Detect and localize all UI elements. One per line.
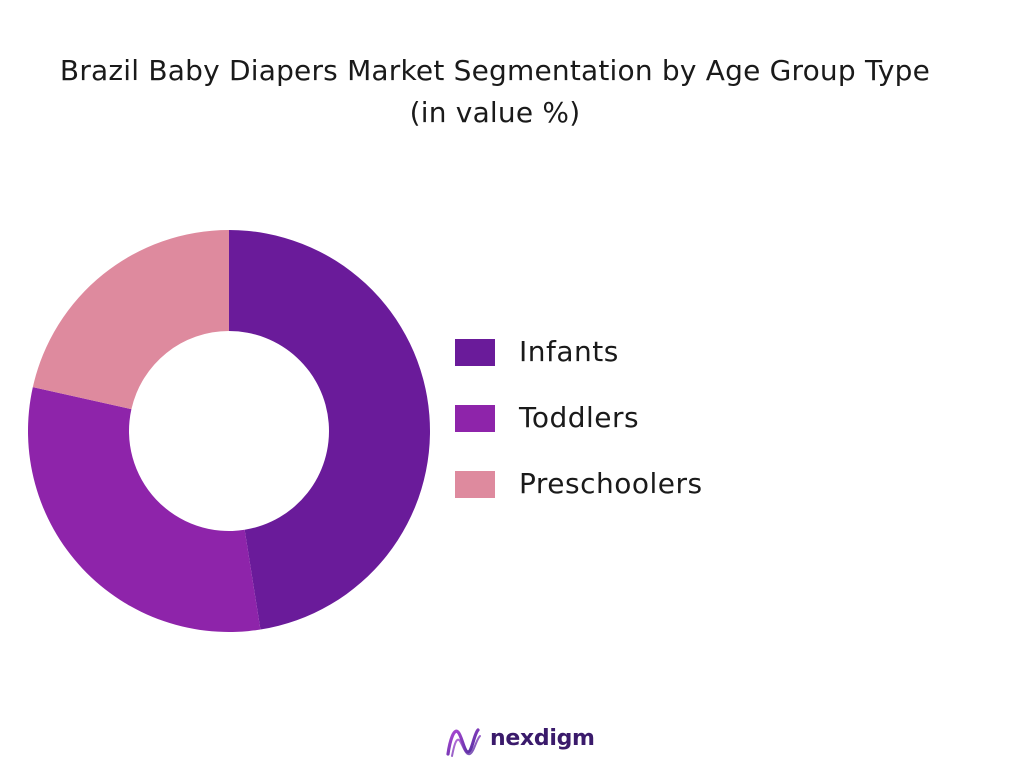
donut-slice-toddlers [27,387,261,632]
legend-swatch-infants [455,339,495,366]
legend-swatch-preschoolers [455,471,495,498]
donut-slice-infants [229,230,430,630]
legend-label-preschoolers: Preschoolers [519,467,703,500]
donut-slice-preschoolers [32,229,230,410]
legend-label-toddlers: Toddlers [519,401,640,434]
legend-label-infants: Infants [519,335,619,368]
chart-subtitle: (in value %) [409,96,581,129]
chart-title-block: Brazil Baby Diapers Market Segmentation … [0,50,990,134]
chart-title: Brazil Baby Diapers Market Segmentation … [59,54,931,87]
donut-slices [27,229,430,632]
brand-name: nexdigm [490,726,595,751]
legend-swatch-toddlers [455,405,495,432]
nexdigm-logo-icon [446,728,481,757]
